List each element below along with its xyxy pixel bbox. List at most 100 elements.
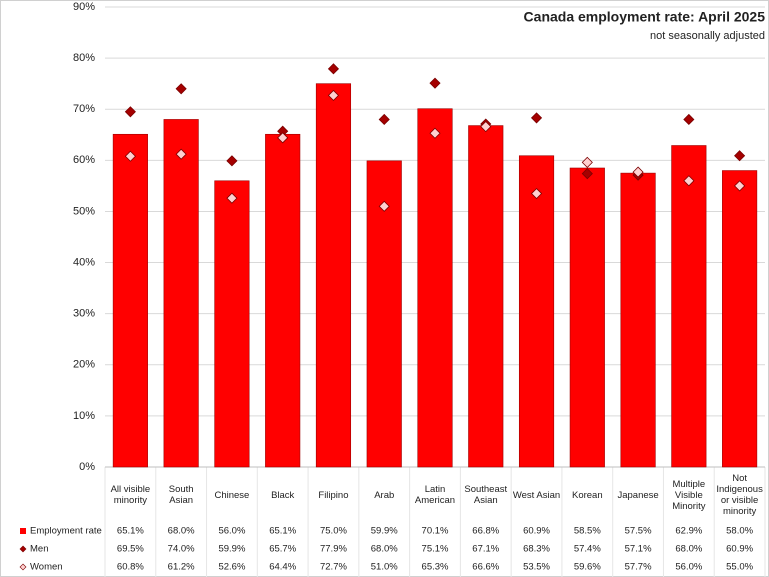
legend-swatch <box>19 545 27 553</box>
table-value: 70.1% <box>422 526 449 537</box>
table-value: 60.9% <box>726 544 753 555</box>
marker <box>327 63 340 75</box>
y-tick-label: 10% <box>73 410 95 422</box>
x-tick-label: Chinese <box>214 489 250 501</box>
marker <box>378 113 390 126</box>
legend-label: Women <box>30 562 63 573</box>
table-value: 59.9% <box>371 526 398 537</box>
table-value: 66.8% <box>472 526 499 537</box>
x-tick-label: Black <box>271 489 295 501</box>
bar <box>112 133 148 468</box>
legend-label: Employment rate <box>30 526 102 537</box>
y-tick-label: 30% <box>73 308 95 320</box>
y-tick-label: 20% <box>73 359 95 371</box>
table-value: 75.0% <box>320 526 347 537</box>
table-value: 56.0% <box>675 562 702 573</box>
marker <box>124 150 136 162</box>
bar <box>518 155 555 468</box>
table-value: 51.0% <box>371 562 398 573</box>
table-value: 59.9% <box>218 544 245 555</box>
chart-title: Canada employment rate: April 2025 <box>524 9 766 25</box>
marker <box>480 121 492 133</box>
y-tick-label: 70% <box>73 103 95 115</box>
legend-swatch <box>19 563 27 571</box>
table-value: 60.9% <box>523 526 550 537</box>
table-value: 58.5% <box>574 526 601 537</box>
marker <box>581 156 593 168</box>
table-value: 68.0% <box>371 544 398 555</box>
marker <box>429 77 441 89</box>
y-tick-label: 60% <box>73 154 95 166</box>
table-value: 61.2% <box>168 562 195 573</box>
table-value: 52.6% <box>218 562 245 573</box>
table-value: 59.6% <box>574 562 601 573</box>
table-value: 57.7% <box>625 562 652 573</box>
table-value: 65.1% <box>117 526 144 537</box>
y-tick-label: 0% <box>79 461 95 473</box>
x-tick-label: Not Indigenous or visible minority <box>716 473 763 517</box>
table-value: 53.5% <box>523 562 550 573</box>
x-tick-label: Southeast Asian <box>464 484 508 506</box>
table-value: 57.5% <box>625 526 652 537</box>
table-value: 69.5% <box>117 544 144 555</box>
bar <box>163 119 199 468</box>
marker <box>124 106 136 118</box>
table-value: 77.9% <box>320 544 347 555</box>
table-value: 74.0% <box>168 544 195 555</box>
x-tick-label: Arab <box>374 489 395 501</box>
table-value: 65.3% <box>422 562 449 573</box>
marker <box>530 112 543 124</box>
bar <box>722 170 758 468</box>
table-value: 65.1% <box>269 526 296 537</box>
table-value: 56.0% <box>218 526 245 537</box>
marker <box>378 200 390 212</box>
marker <box>277 132 289 144</box>
marker <box>429 127 441 139</box>
table-value: 57.4% <box>574 544 601 555</box>
x-tick-label: Japanese <box>617 489 659 501</box>
x-tick-label: West Asian <box>512 489 561 501</box>
marker <box>734 150 746 162</box>
y-tick-label: 90% <box>73 1 95 13</box>
legend-swatch <box>20 528 26 534</box>
table-value: 68.3% <box>523 544 550 555</box>
bar <box>468 125 504 468</box>
table-value: 66.6% <box>472 562 499 573</box>
bar <box>620 172 656 468</box>
table-value: 67.1% <box>472 544 499 555</box>
x-tick-label: All visible minority <box>110 484 151 506</box>
x-tick-label: South Asian <box>168 484 194 506</box>
x-tick-label: Filipino <box>318 489 349 501</box>
bar <box>214 180 250 468</box>
marker <box>175 83 187 95</box>
table-value: 55.0% <box>726 562 753 573</box>
legend-label: Men <box>30 544 48 555</box>
bar <box>265 133 301 468</box>
marker <box>175 148 187 160</box>
x-tick-label: Latin American <box>414 484 456 506</box>
bar <box>671 145 707 468</box>
table-value: 62.9% <box>675 526 702 537</box>
table-value: 58.0% <box>726 526 753 537</box>
marker <box>226 155 238 167</box>
y-tick-label: 80% <box>73 52 95 64</box>
y-tick-label: 50% <box>73 205 95 217</box>
x-tick-label: Korean <box>571 489 603 501</box>
table-value: 68.0% <box>168 526 195 537</box>
bar <box>315 83 352 468</box>
bar <box>417 108 453 468</box>
table-value: 75.1% <box>422 544 449 555</box>
table-value: 60.8% <box>117 562 144 573</box>
table-value: 65.7% <box>269 544 296 555</box>
marker <box>327 89 340 101</box>
marker <box>581 168 593 180</box>
table-value: 64.4% <box>269 562 296 573</box>
marker <box>734 180 746 192</box>
marker <box>632 166 644 178</box>
marker <box>226 192 238 204</box>
table-value: 68.0% <box>675 544 702 555</box>
bar <box>569 167 605 468</box>
table-value: 57.1% <box>625 544 652 555</box>
